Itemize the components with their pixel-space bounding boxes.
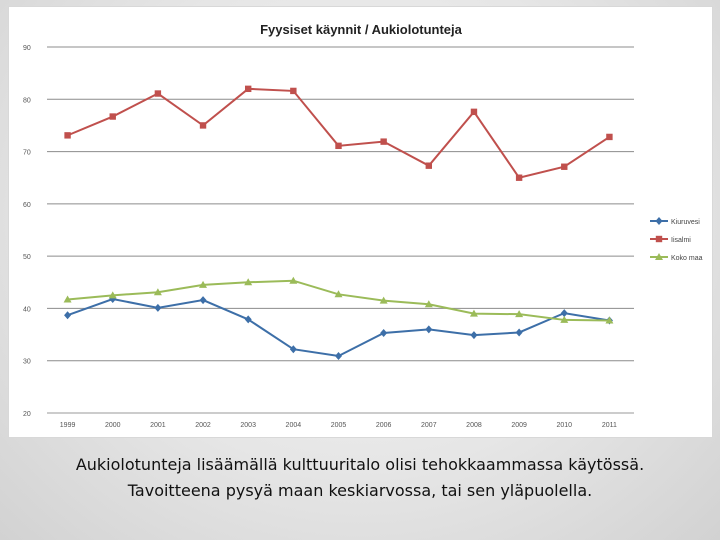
x-tick-label: 2009 <box>511 422 527 429</box>
data-point <box>605 316 614 324</box>
data-point <box>244 278 253 286</box>
caption: Aukiolotunteja lisäämällä kulttuuritalo … <box>0 452 720 504</box>
chart-title: Fyysiset käynnit / Aukiolotunteja <box>260 22 463 37</box>
caption-line-1: Aukiolotunteja lisäämällä kulttuuritalo … <box>75 455 645 474</box>
series-kiuruvesi <box>64 295 613 361</box>
x-tick-label: 2003 <box>240 422 256 429</box>
data-point <box>244 85 252 93</box>
data-point <box>64 132 71 139</box>
data-point <box>380 138 387 145</box>
data-point <box>289 276 298 284</box>
y-tick-label: 20 <box>23 411 31 418</box>
data-point <box>380 329 388 338</box>
x-tick-label: 2004 <box>286 422 302 429</box>
legend-item: Iisalmi <box>650 235 691 244</box>
data-point <box>379 296 388 304</box>
data-point <box>109 113 116 120</box>
legend-label: Kiuruvesi <box>671 219 700 226</box>
x-tick-label: 2011 <box>602 422 617 429</box>
series-iisalmi <box>64 85 613 181</box>
data-point <box>470 331 478 340</box>
x-tick-label: 2000 <box>105 422 121 429</box>
data-point <box>199 280 208 288</box>
data-point <box>560 315 569 323</box>
x-tick-label: 2010 <box>556 422 572 429</box>
y-tick-label: 70 <box>23 150 31 157</box>
data-point <box>561 163 568 170</box>
data-point <box>154 90 162 97</box>
data-point <box>63 295 72 303</box>
series-line <box>67 279 610 322</box>
data-point <box>153 288 162 296</box>
caption-line-2: Tavoitteena pysyä maan keskiarvossa, tai… <box>127 481 593 500</box>
data-point <box>655 235 663 243</box>
chart-panel: Fyysiset käynnit / Aukiolotunteja 20 30 40… <box>8 6 713 438</box>
data-point <box>515 174 523 181</box>
x-tick-label: 1999 <box>60 422 76 429</box>
data-point <box>469 309 478 317</box>
x-tick-label: 2006 <box>376 422 392 429</box>
data-point <box>199 296 207 305</box>
legend-label: Iisalmi <box>671 237 691 244</box>
x-tick-label: 2008 <box>466 422 482 429</box>
data-point <box>515 310 524 318</box>
series-koko-maa <box>63 276 614 324</box>
data-point <box>199 122 207 129</box>
legend-item: Koko maa <box>650 253 703 262</box>
y-tick-label: 80 <box>23 97 31 104</box>
y-tick-label: 60 <box>23 202 31 209</box>
data-point <box>606 133 613 141</box>
y-tick-label: 30 <box>23 359 31 366</box>
data-point <box>425 162 433 169</box>
line-chart: Fyysiset käynnit / Aukiolotunteja 20 30 40… <box>23 22 703 429</box>
series-line <box>67 87 610 179</box>
data-point <box>424 300 433 308</box>
data-point <box>560 309 568 318</box>
legend-item: Kiuruvesi <box>650 217 700 226</box>
data-point <box>470 108 478 116</box>
data-point <box>425 325 433 334</box>
series-line <box>67 297 610 358</box>
y-tick-label: 50 <box>23 254 31 261</box>
y-tick-label: 40 <box>23 306 31 313</box>
data-point <box>108 291 117 299</box>
data-point <box>64 311 72 320</box>
data-point <box>290 87 297 95</box>
data-point <box>655 217 663 225</box>
data-point <box>515 328 523 337</box>
data-point <box>289 345 297 354</box>
x-tick-label: 2007 <box>421 422 437 429</box>
legend-label: Koko maa <box>671 255 703 262</box>
x-tick-label: 2001 <box>150 422 166 429</box>
x-tick-label: 2002 <box>195 422 211 429</box>
x-tick-label: 2005 <box>331 422 347 429</box>
y-tick-label: 90 <box>23 45 31 52</box>
data-point <box>244 315 252 324</box>
data-point <box>655 253 663 260</box>
data-point <box>154 303 162 312</box>
data-point <box>334 290 343 298</box>
data-point <box>335 352 342 361</box>
data-point <box>335 142 342 150</box>
